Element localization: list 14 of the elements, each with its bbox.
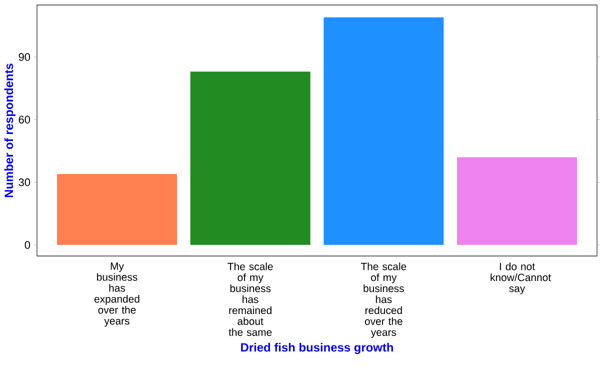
y-tick-label: 60 — [18, 116, 30, 124]
x-tick-label: The scale of my business has remained about the same — [228, 262, 273, 336]
x-tick-label: My business has expanded over the years — [94, 262, 140, 327]
bar — [324, 17, 444, 245]
bar — [457, 157, 578, 245]
y-tick-label: 90 — [18, 53, 30, 61]
x-axis-title: Dried fish business growth — [241, 342, 393, 354]
bar — [57, 174, 178, 245]
x-tick-label: The scale of my business has reduced over the years — [360, 262, 406, 338]
x-tick-label: I do not know/Cannot say — [490, 262, 551, 294]
y-tick-label: 30 — [18, 178, 30, 186]
y-tick-label: 0 — [24, 241, 30, 249]
bar — [190, 72, 310, 245]
y-axis-title: Number of respondents — [4, 64, 16, 198]
